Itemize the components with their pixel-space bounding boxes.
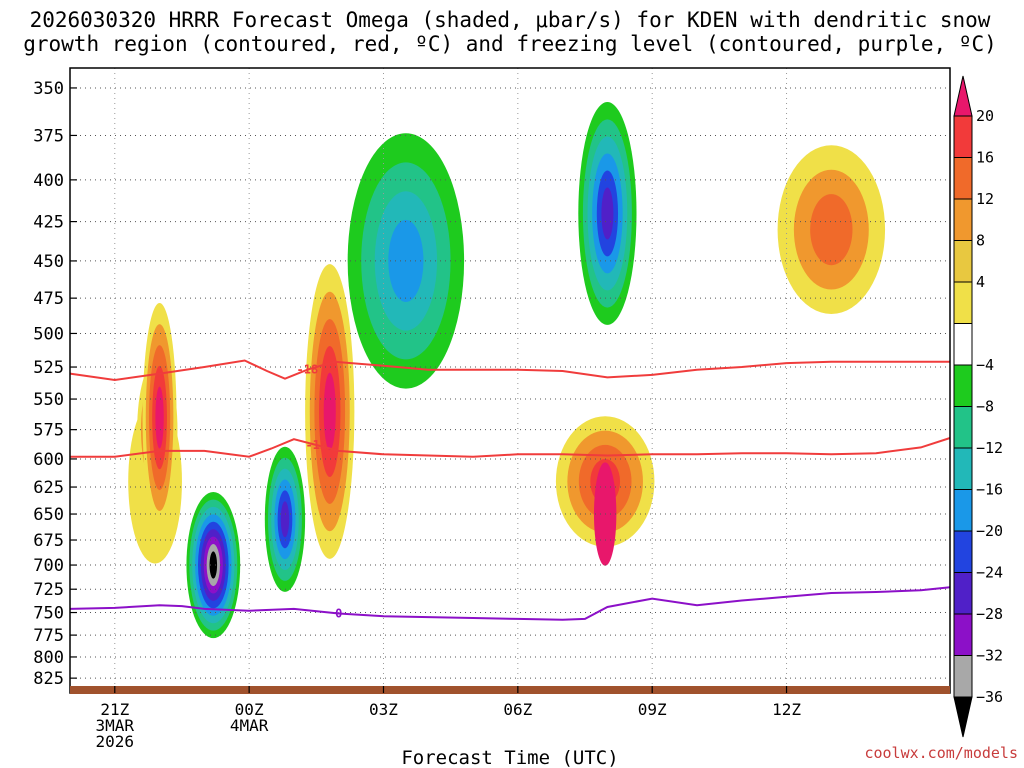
colorbar-label-1: 16: [976, 149, 994, 167]
colorbar-segment-8: [953, 406, 973, 449]
contour-line--18C: [69, 359, 950, 382]
contour-label--18C: -18: [297, 363, 319, 377]
y-tick-label-600: 600: [33, 450, 64, 470]
colorbar-segment-6: [953, 323, 973, 366]
x-tick-label-21-0: 21Z: [100, 700, 129, 719]
y-tick-label-425: 425: [33, 213, 64, 233]
omega-feature-min-2300: [186, 491, 241, 639]
omega-feature-max-1300: [777, 145, 886, 315]
y-tick-label-375: 375: [33, 126, 64, 146]
colorbar-segment-10: [953, 489, 973, 532]
colorbar-label-3: 8: [976, 232, 985, 250]
omega-shade--24: [601, 187, 614, 240]
y-tick-label-700: 700: [33, 556, 64, 576]
omega-shade-12: [810, 194, 853, 266]
colorbar-segment-1: [953, 115, 973, 158]
colorbar: 20 16 12 8 4 −4 −8 −12 −16 −20 −24 −28 −32 −36: [953, 75, 1003, 738]
x-tick-label-30-0: 06Z: [503, 700, 532, 719]
y-tick-label-675: 675: [33, 531, 64, 551]
chart-title-line2: growth region (contoured, red, ºC) and f…: [23, 32, 997, 56]
x-tick-label-27-0: 03Z: [369, 700, 398, 719]
x-tick-label-21-2: 2026: [96, 732, 135, 751]
y-tick-label-450: 450: [33, 252, 64, 272]
omega-feature-max-0200: [142, 302, 177, 533]
colorbar-label-8: −16: [976, 481, 1003, 499]
chart-title-line1: 2026030320 HRRR Forecast Omega (shaded, …: [30, 8, 991, 32]
y-tick-label-575: 575: [33, 421, 64, 441]
y-tick-label-725: 725: [33, 580, 64, 600]
contour-label-0C-freezing-level: 0: [335, 606, 342, 620]
x-tick-label-33-0: 09Z: [638, 700, 667, 719]
colorbar-label-4: 4: [976, 273, 985, 291]
y-tick-label-525: 525: [33, 358, 64, 378]
colorbar-segment-14: [953, 655, 973, 698]
colorbar-segment-4: [953, 240, 973, 283]
colorbar-segment-7: [953, 364, 973, 407]
omega-feature-max-0200-main: [305, 264, 355, 559]
y-tick-label-400: 400: [33, 171, 64, 191]
colorbar-segment-3: [953, 198, 973, 241]
y-tick-label-825: 825: [33, 669, 64, 689]
colorbar-label-6: −8: [976, 398, 994, 416]
y-tick-label-475: 475: [33, 289, 64, 309]
y-axis-ticks: 350 375 400 425 450 475 500 525 550 575 600 625 650 6…: [33, 79, 77, 689]
x-tick-label-36-0: 12Z: [772, 700, 801, 719]
x-axis-label: Forecast Time (UTC): [401, 747, 618, 768]
colorbar-label-11: −28: [976, 605, 1003, 623]
grid-lines: [70, 68, 950, 693]
colorbar-top-arrow: [953, 75, 973, 117]
colorbar-label-0: 20: [976, 107, 994, 125]
y-tick-label-800: 800: [33, 648, 64, 668]
omega-shade--24: [280, 501, 290, 538]
colorbar-segment-12: [953, 572, 973, 615]
colorbar-bottom-arrow: [953, 696, 973, 738]
y-tick-label-625: 625: [33, 478, 64, 498]
omega-shade-20: [323, 372, 336, 451]
omega-shade-20: [155, 386, 164, 449]
y-tick-label-750: 750: [33, 604, 64, 624]
omega-feature-min-0100: [264, 446, 306, 592]
credit-text: coolwx.com/models: [864, 744, 1018, 762]
colorbar-label-7: −12: [976, 439, 1003, 457]
x-tick-label-24-0: 00Z: [235, 700, 264, 719]
y-tick-label-775: 775: [33, 626, 64, 646]
colorbar-segment-11: [953, 530, 973, 573]
omega-feature-min-0800: [578, 102, 637, 325]
colorbar-label-10: −24: [976, 564, 1003, 582]
colorbar-label-12: −32: [976, 647, 1003, 665]
y-tick-label-500: 500: [33, 324, 64, 344]
y-tick-label-550: 550: [33, 390, 64, 410]
colorbar-label-13: −36: [976, 688, 1003, 706]
contour-line-0C-freezing-level: [69, 586, 951, 621]
y-tick-label-350: 350: [33, 79, 64, 99]
colorbar-segment-9: [953, 447, 973, 490]
colorbar-segment-5: [953, 281, 973, 324]
colorbar-label-2: 12: [976, 190, 994, 208]
colorbar-segment-2: [953, 157, 973, 200]
contour-line--12C: [70, 437, 951, 458]
colorbar-label-5: −4: [976, 356, 994, 374]
colorbar-segment-13: [953, 613, 973, 656]
contour-label--12C: -12: [305, 438, 327, 452]
colorbar-label-9: −20: [976, 522, 1003, 540]
omega-shade--36: [209, 551, 218, 579]
y-tick-label-650: 650: [33, 505, 64, 525]
ground-terrain-bar: [70, 686, 950, 694]
x-tick-label-21-1: 3MAR: [96, 716, 135, 735]
temperature-contours: -18 -12 0: [69, 359, 951, 621]
x-tick-label-24-1: 4MAR: [230, 716, 269, 735]
